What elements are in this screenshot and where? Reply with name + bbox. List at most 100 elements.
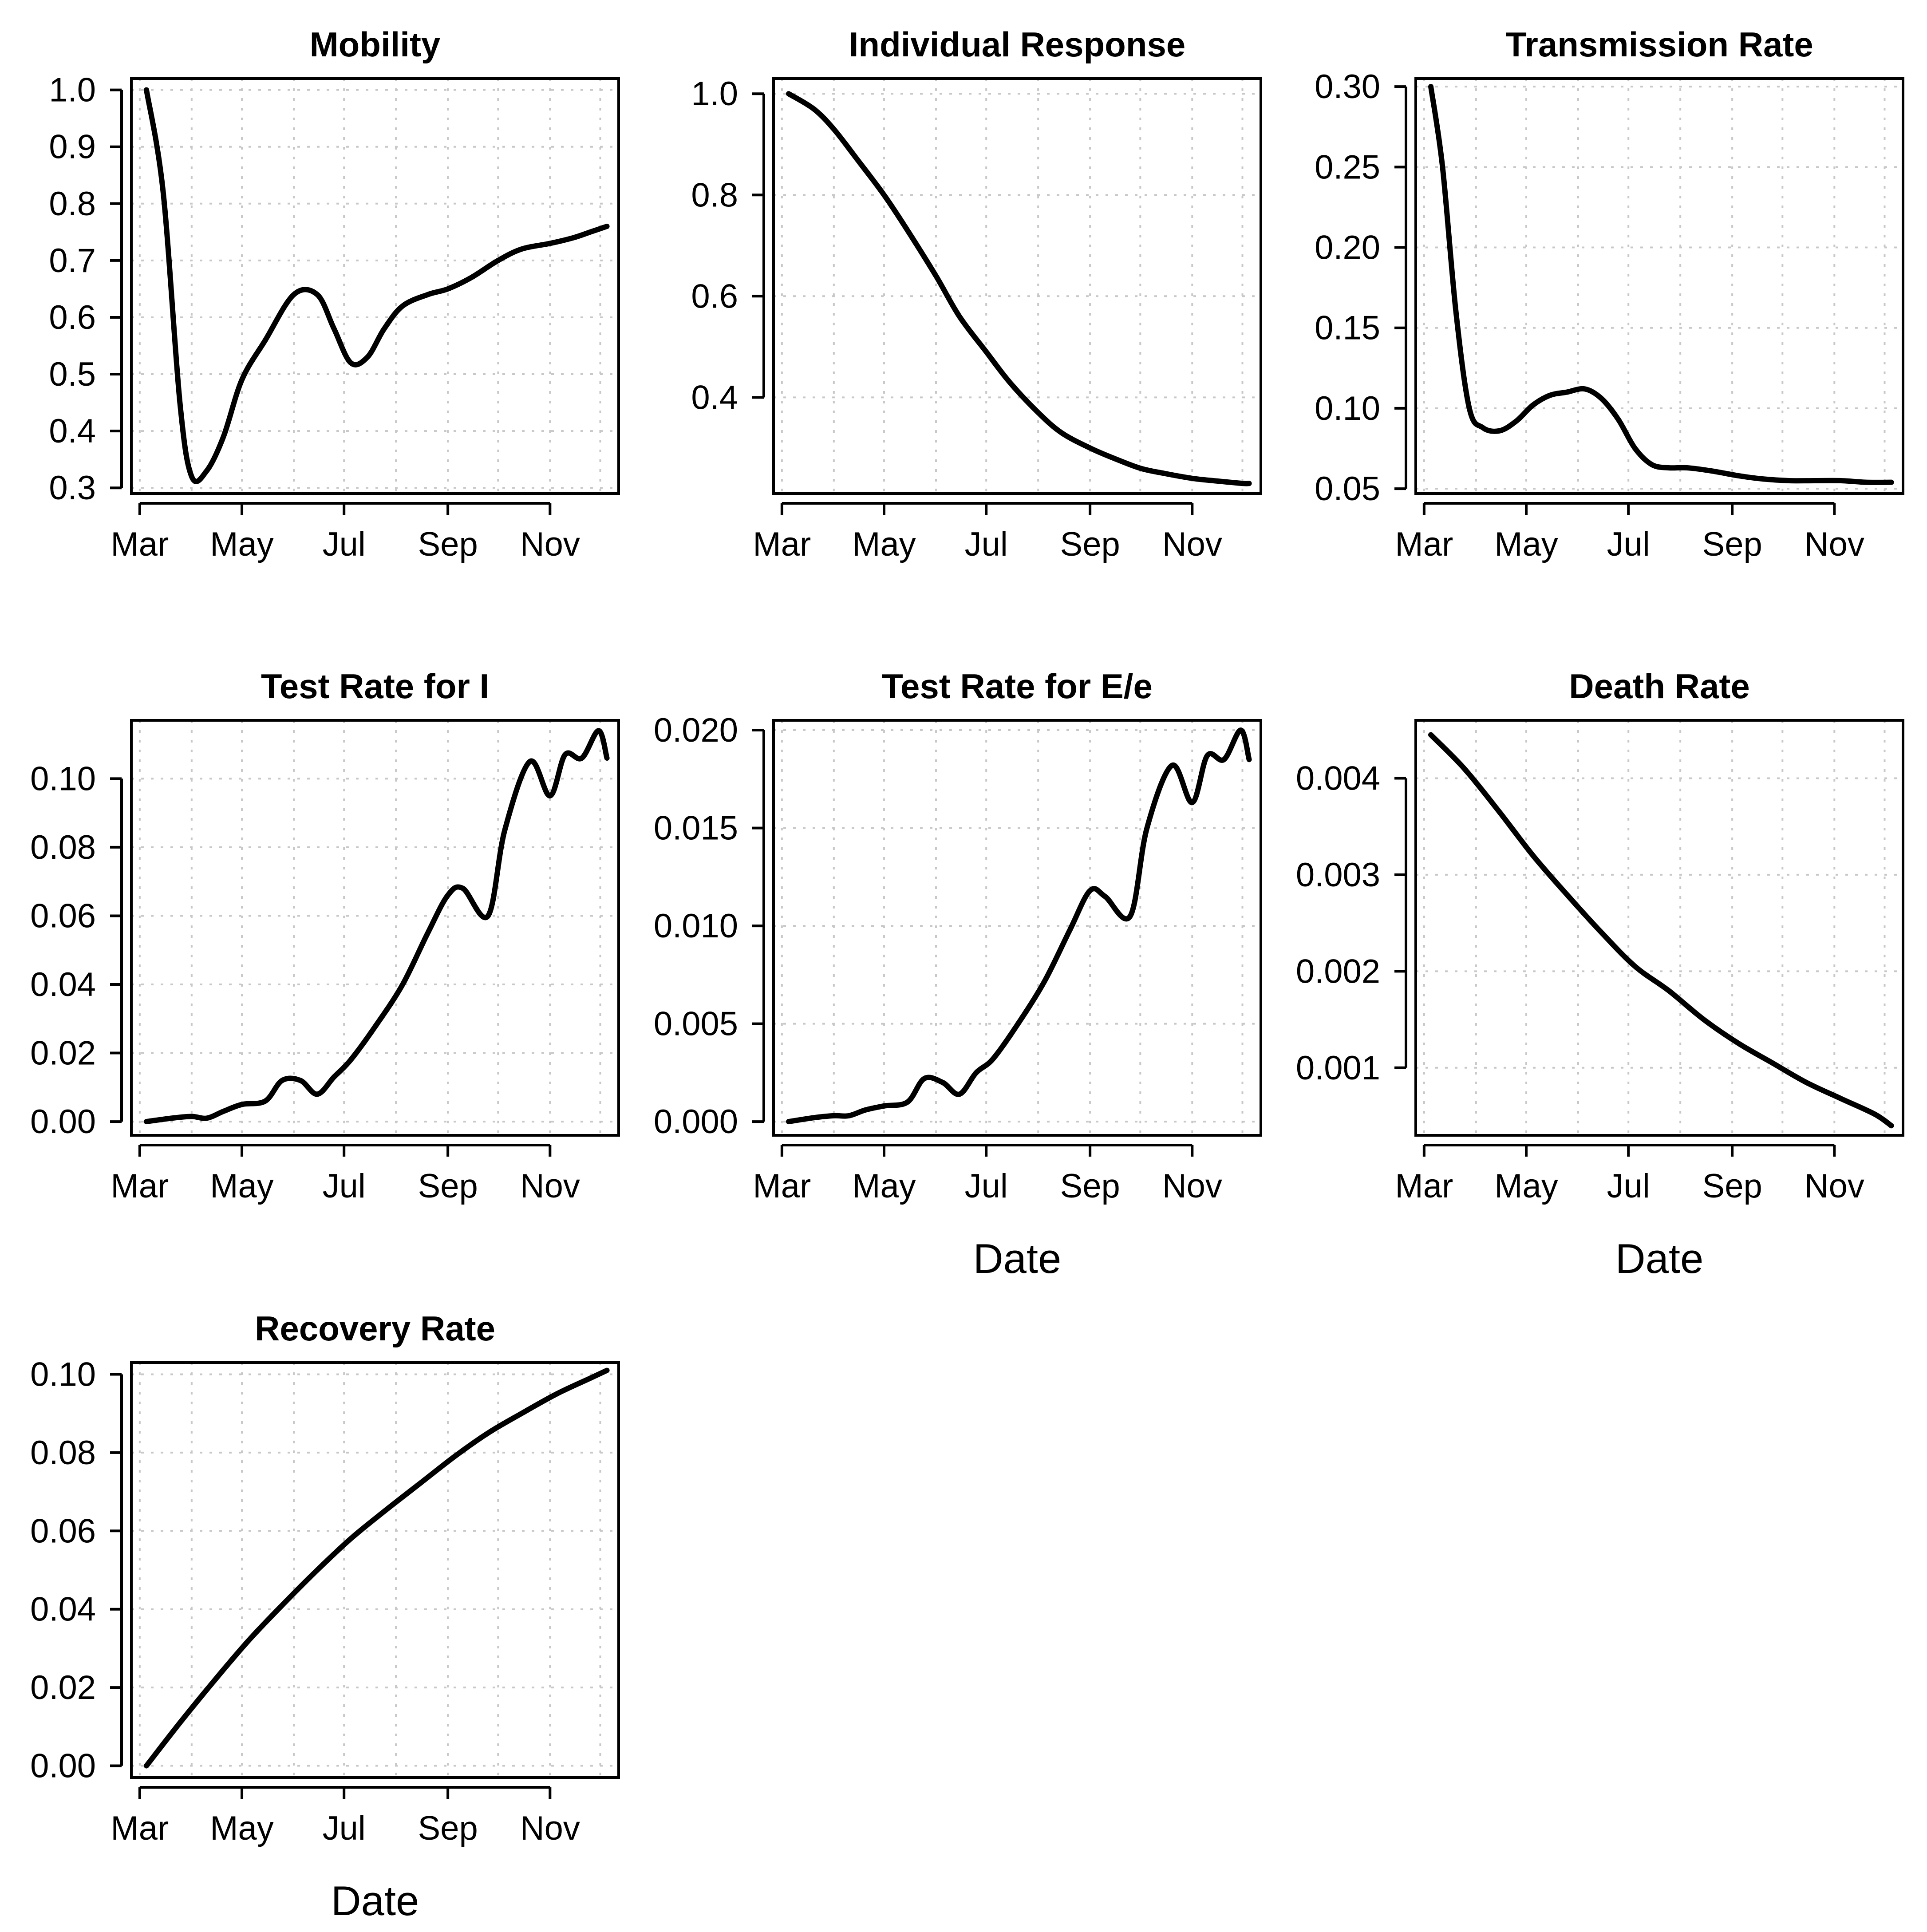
- panel-title: Mobility: [310, 25, 441, 64]
- y-tick-label: 0.7: [49, 242, 96, 280]
- x-tick-label: Sep: [1702, 525, 1762, 563]
- panel-title: Transmission Rate: [1505, 25, 1813, 64]
- plot-frame: [772, 719, 1262, 1137]
- panel-test-rate-i: Test Rate for I Mar May Jul Sep Nov 0.00 0.02 0.…: [30, 667, 620, 1205]
- y-tick-label: 0.04: [30, 966, 96, 1004]
- y-tick-label: 0.5: [49, 356, 96, 393]
- x-tick-label: Nov: [520, 1810, 580, 1847]
- y-tick-label: 0.4: [691, 379, 738, 416]
- x-tick-label: Nov: [1162, 1167, 1222, 1205]
- panel-title: Test Rate for E/e: [882, 667, 1153, 706]
- plot-frame: [1414, 77, 1904, 495]
- series-line-individual-response: [786, 91, 1252, 486]
- y-tick-label: 0.6: [691, 277, 738, 315]
- x-tick-label: Mar: [111, 525, 169, 563]
- x-tick-label: Sep: [1702, 1167, 1762, 1205]
- x-tick-label: Nov: [1162, 525, 1222, 563]
- x-tick-label: Mar: [753, 525, 811, 563]
- y-tick-label: 0.10: [30, 1355, 96, 1393]
- y-tick-label: 0.02: [30, 1669, 96, 1707]
- x-tick-label: Jul: [323, 1810, 366, 1847]
- x-tick-label: May: [210, 1167, 274, 1205]
- x-tick-label: May: [852, 1167, 916, 1205]
- y-tick-label: 0.004: [1296, 759, 1380, 797]
- x-tick-label: May: [1494, 1167, 1558, 1205]
- plot-frame: [130, 77, 620, 495]
- x-tick-label: Sep: [1060, 1167, 1120, 1205]
- x-tick-label: Jul: [965, 525, 1008, 563]
- chart-panels: Mobility Mar May Jul Sep Nov 0.3 0.4 0.5 0.6 0.7 0.…: [30, 25, 1904, 1924]
- x-tick-label: Sep: [418, 1167, 478, 1205]
- series-line-test-rate-e: [786, 727, 1252, 1125]
- series-line-transmission-rate: [1428, 84, 1894, 485]
- y-tick-label: 0.8: [49, 185, 96, 223]
- y-tick-label: 1.0: [691, 75, 738, 113]
- y-tick-label: 0.6: [49, 299, 96, 336]
- x-tick-label: Mar: [1395, 1167, 1453, 1205]
- panel-recovery-rate: Recovery Rate Mar May Jul Sep Nov 0.00 0.02 0.04…: [30, 1309, 620, 1924]
- panel-title: Death Rate: [1569, 667, 1749, 706]
- y-tick-label: 0.000: [654, 1103, 738, 1141]
- panel-title: Test Rate for I: [261, 667, 489, 706]
- x-tick-label: May: [210, 525, 274, 563]
- x-axis-label: Date: [973, 1235, 1062, 1282]
- y-tick-label: 0.06: [30, 897, 96, 935]
- y-tick-label: 0.010: [654, 907, 738, 945]
- y-tick-label: 0.4: [49, 412, 96, 450]
- plot-frame: [130, 1361, 620, 1779]
- y-tick-label: 0.25: [1315, 148, 1380, 186]
- x-tick-label: May: [852, 525, 916, 563]
- y-tick-label: 0.30: [1315, 68, 1380, 106]
- y-tick-label: 0.04: [30, 1591, 96, 1628]
- series-line-test-rate-i: [144, 728, 610, 1125]
- panel-death-rate: Death Rate Mar May Jul Sep Nov 0.001 0.002 0.003…: [1296, 667, 1904, 1282]
- y-tick-label: 0.00: [30, 1103, 96, 1141]
- x-tick-label: Jul: [1607, 1167, 1650, 1205]
- y-tick-label: 0.08: [30, 829, 96, 866]
- y-tick-label: 0.05: [1315, 470, 1380, 508]
- x-tick-label: Mar: [111, 1167, 169, 1205]
- x-tick-label: Nov: [520, 1167, 580, 1205]
- panel-title: Individual Response: [849, 25, 1185, 64]
- y-tick-label: 0.8: [691, 176, 738, 214]
- plot-frame: [130, 719, 620, 1137]
- y-tick-label: 1.0: [49, 71, 96, 109]
- y-tick-label: 0.3: [49, 469, 96, 507]
- x-tick-label: Sep: [1060, 525, 1120, 563]
- y-tick-label: 0.10: [30, 760, 96, 798]
- y-tick-label: 0.003: [1296, 856, 1380, 894]
- x-tick-label: Nov: [520, 525, 580, 563]
- x-tick-label: Sep: [418, 1810, 478, 1847]
- series-line-mobility: [144, 87, 610, 484]
- x-tick-label: Jul: [323, 525, 366, 563]
- panel-test-rate-e: Test Rate for E/e Mar May Jul Sep Nov 0.000 0.0…: [654, 667, 1262, 1282]
- y-tick-label: 0.020: [654, 711, 738, 749]
- y-tick-label: 0.20: [1315, 229, 1380, 267]
- panel-mobility: Mobility Mar May Jul Sep Nov 0.3 0.4 0.5 0.6 0.7 0.…: [49, 25, 620, 563]
- y-tick-label: 0.15: [1315, 309, 1380, 347]
- y-tick-label: 0.08: [30, 1434, 96, 1472]
- x-tick-label: Nov: [1805, 1167, 1864, 1205]
- y-tick-label: 0.06: [30, 1512, 96, 1550]
- plot-frame: [1414, 719, 1904, 1137]
- y-tick-label: 0.001: [1296, 1049, 1380, 1087]
- y-tick-label: 0.005: [654, 1005, 738, 1043]
- panel-individual-response: Individual Response Mar May Jul Sep Nov 0.4 0.6…: [691, 25, 1262, 563]
- y-tick-label: 0.015: [654, 810, 738, 847]
- x-tick-label: Jul: [323, 1167, 366, 1205]
- y-tick-label: 0.002: [1296, 952, 1380, 990]
- x-tick-label: Mar: [1395, 525, 1453, 563]
- y-tick-label: 0.10: [1315, 390, 1380, 427]
- panel-title: Recovery Rate: [255, 1309, 495, 1348]
- x-tick-label: May: [1494, 525, 1558, 563]
- y-tick-label: 0.02: [30, 1035, 96, 1072]
- y-tick-label: 0.00: [30, 1747, 96, 1785]
- x-tick-label: May: [210, 1810, 274, 1847]
- x-axis-label: Date: [1615, 1235, 1704, 1282]
- x-tick-label: Jul: [965, 1167, 1008, 1205]
- plot-frame: [772, 77, 1262, 495]
- x-tick-label: Sep: [418, 525, 478, 563]
- series-line-death-rate: [1428, 732, 1894, 1129]
- panel-transmission-rate: Transmission Rate Mar May Jul Sep Nov 0.05 0.10…: [1315, 25, 1904, 563]
